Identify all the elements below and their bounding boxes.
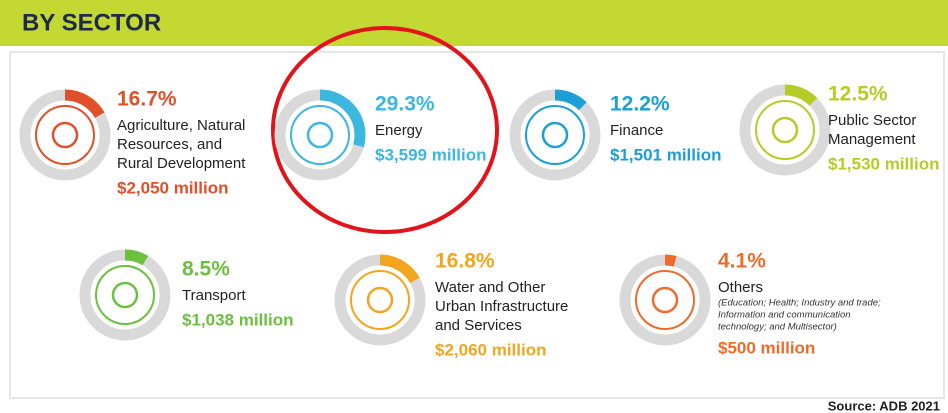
ring-arc: [79, 249, 171, 341]
amount: $2,050 million: [117, 178, 229, 197]
header-title: BY SECTOR: [22, 9, 161, 36]
source: Source: ADB 2021: [828, 398, 940, 413]
percent: 12.5%: [828, 83, 888, 106]
ring-arc: [334, 254, 426, 346]
ring-arc: [619, 254, 711, 346]
panel-border: [9, 51, 945, 399]
percent: 12.2%: [610, 93, 670, 116]
icon-circle: [290, 105, 350, 165]
icon-circle: [95, 265, 155, 325]
icon: [51, 121, 79, 149]
icon-circle: [350, 270, 410, 330]
amount: $2,060 million: [435, 340, 547, 359]
percent: 8.5%: [182, 258, 230, 281]
sector-name: Resources, and: [117, 136, 222, 153]
icon-circle: [755, 100, 815, 160]
sector-name: Others: [718, 279, 763, 296]
ring-arc: [19, 89, 111, 181]
ring-arc: [509, 89, 601, 181]
icon: [111, 281, 139, 309]
sector-name: Energy: [375, 122, 423, 139]
icon-circle: [635, 270, 695, 330]
sector-name: Urban Infrastructure: [435, 298, 568, 315]
sector-name: Public Sector: [828, 112, 916, 129]
amount: $1,530 million: [828, 154, 940, 173]
sector-note: Information and communication: [718, 310, 851, 321]
percent: 29.3%: [375, 93, 435, 116]
ring-arc: [739, 84, 831, 176]
icon: [651, 286, 679, 314]
icon: [306, 121, 334, 149]
ring-arc: [274, 89, 366, 181]
icon-circle: [35, 105, 95, 165]
amount: $1,038 million: [182, 310, 294, 329]
sector-name: Finance: [610, 122, 663, 139]
sector-name: Transport: [182, 287, 246, 304]
percent: 16.7%: [117, 88, 177, 111]
sector-name: Rural Development: [117, 155, 246, 172]
icon: [541, 121, 569, 149]
amount: $500 million: [718, 338, 815, 357]
icon: [771, 116, 799, 144]
amount: $3,599 million: [375, 145, 487, 164]
icon: [366, 286, 394, 314]
sector-note: (Education; Health; Industry and trade;: [718, 298, 881, 309]
sector-name: Water and Other: [435, 279, 545, 296]
sector-name: Management: [828, 131, 916, 148]
percent: 16.8%: [435, 250, 495, 273]
icon-circle: [525, 105, 585, 165]
sector-name: and Services: [435, 317, 522, 334]
highlight-circle: [271, 26, 499, 234]
amount: $1,501 million: [610, 145, 722, 164]
percent: 4.1%: [718, 250, 766, 273]
sector-name: Agriculture, Natural: [117, 117, 245, 134]
sector-note: technology; and Multisector): [718, 322, 837, 333]
header-band: [0, 0, 948, 46]
